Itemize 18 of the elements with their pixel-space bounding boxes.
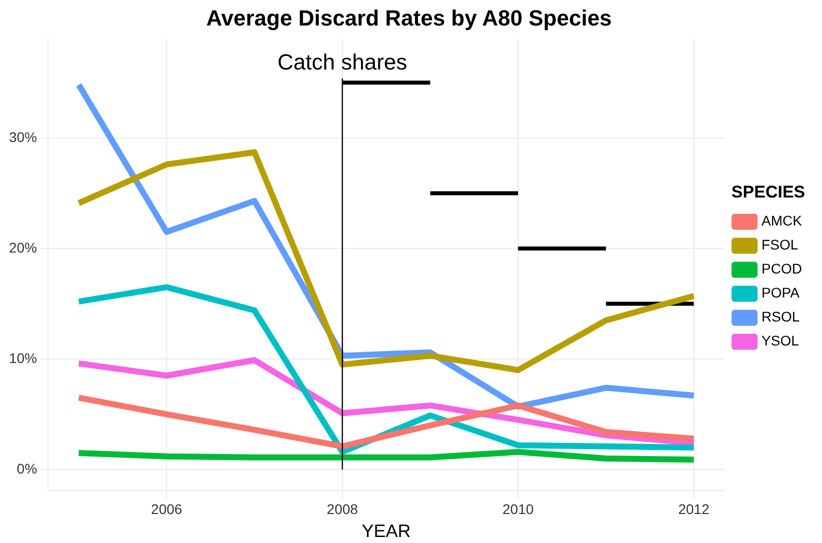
legend-label: PCOD <box>762 260 802 277</box>
y-tick-label: 0% <box>16 460 38 476</box>
x-axis-title: YEAR <box>362 521 411 542</box>
legend-label: RSOL <box>762 308 800 325</box>
legend-label: FSOL <box>762 236 798 253</box>
y-tick-label: 30% <box>8 128 38 145</box>
x-tick-label: 2010 <box>502 500 534 517</box>
y-tick-label: 20% <box>8 239 38 256</box>
y-tick-label: 10% <box>8 350 38 366</box>
chart-title: Average Discard Rates by A80 Species <box>206 5 612 30</box>
x-tick-label: 2012 <box>678 500 710 517</box>
legend-title: SPECIES <box>731 182 806 202</box>
legend-label: YSOL <box>762 332 800 349</box>
ref-line-label: Catch shares <box>278 49 408 74</box>
x-tick-label: 2006 <box>151 500 182 517</box>
legend-label: POPA <box>762 284 800 301</box>
legend-label: AMCK <box>762 212 803 229</box>
x-tick-label: 2008 <box>326 500 358 517</box>
